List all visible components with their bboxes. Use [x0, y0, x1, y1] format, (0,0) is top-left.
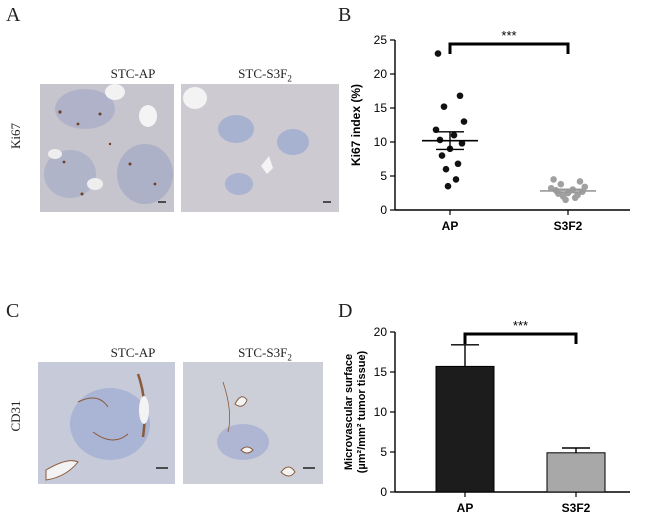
bar: [435, 365, 495, 493]
significance-bracket: [448, 42, 570, 54]
x-tick-label: AP: [457, 501, 474, 515]
significance-label: ***: [501, 28, 516, 43]
panel-a-side-label: Ki67: [8, 123, 23, 149]
y-tick-label: 5: [380, 445, 387, 459]
significance-bracket: [463, 332, 578, 344]
x-tick-label: S3F2: [554, 219, 583, 233]
data-point: [444, 182, 452, 190]
bar: [546, 452, 606, 493]
data-point: [562, 196, 569, 204]
micrograph-cd31-stc-s3f2: [183, 362, 323, 484]
microvascular-bar-chart: 0 5 10 15 20 Microvascular surface (µm²/mm² tu…: [343, 318, 630, 515]
panel-c-left-title: STC-AP: [110, 345, 156, 360]
x-tick-label: S3F2: [562, 501, 591, 515]
panel-a-letter: A: [6, 4, 21, 26]
data-point: [557, 180, 565, 188]
panel-c-letter: C: [6, 300, 20, 322]
panel-a-right-title: STC-S3F2: [238, 66, 292, 84]
x-tick-label: AP: [442, 219, 459, 233]
significance-label: ***: [513, 318, 528, 333]
data-point: [458, 140, 466, 147]
data-point: [454, 160, 462, 168]
y-tick-label: 25: [374, 33, 388, 47]
y-axis-label-line1: Microvascular surface: [343, 354, 355, 470]
data-point: [456, 92, 464, 100]
y-tick-label: 0: [380, 203, 387, 217]
data-point: [452, 176, 460, 183]
micrograph-ki67-stc-ap: [40, 84, 174, 212]
data-point: [450, 131, 458, 139]
y-tick-label: 15: [374, 101, 388, 115]
y-tick-label: 10: [374, 135, 388, 149]
data-point: [438, 152, 446, 159]
y-tick-label: 20: [374, 67, 388, 81]
y-axis-label: Ki67 index (%): [349, 84, 363, 166]
panel-d-letter: D: [338, 300, 353, 322]
ki67-scatter-chart: 0 5 10 15 20 25 Ki67 index (%) AP S3F2 ***: [349, 28, 630, 233]
data-point: [576, 178, 584, 185]
y-tick-label: 10: [374, 405, 388, 419]
data-point: [434, 50, 442, 57]
data-point: [550, 176, 557, 183]
panel-a-left-title: STC-AP: [110, 66, 156, 81]
data-point: [442, 165, 450, 173]
micrograph-cd31-stc-ap: [38, 362, 175, 484]
y-tick-label: 15: [374, 365, 388, 379]
y-tick-label: 5: [380, 169, 387, 183]
data-point: [460, 118, 468, 125]
data-point: [440, 103, 448, 110]
panel-c-right-title: STC-S3F2: [238, 345, 292, 363]
y-tick-label: 0: [380, 485, 387, 499]
y-axis-label-line2: (µm²/mm² tumor tissue): [356, 350, 368, 473]
panel-b-letter: B: [338, 4, 352, 26]
data-point: [571, 194, 579, 202]
panel-c-side-label: CD31: [8, 400, 23, 432]
y-tick-label: 20: [374, 325, 388, 339]
micrograph-ki67-stc-s3f2: [181, 84, 339, 212]
